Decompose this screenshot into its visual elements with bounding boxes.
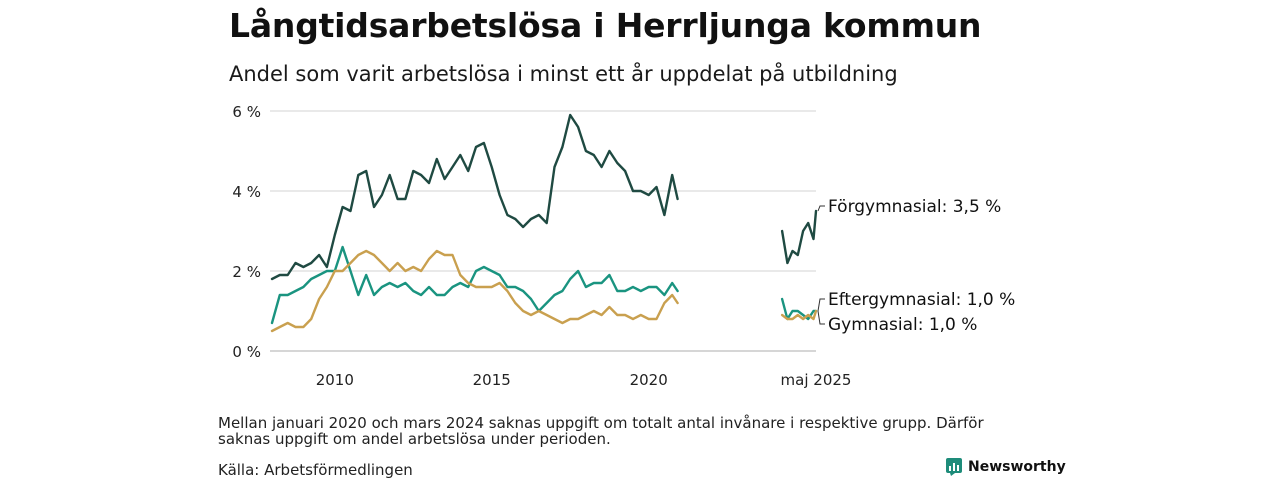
page-subtitle: Andel som varit arbetslösa i minst ett å… [229,62,898,86]
series-label-f-rgymnasial: Förgymnasial: 3,5 % [828,197,1001,217]
series-lines [270,113,818,333]
series-line-eftergymnasial [270,245,679,325]
brand-name: Newsworthy [968,459,1066,475]
series-line-f-rgymnasial [270,113,679,281]
label-leader-line [817,205,825,212]
label-leader-line [817,298,825,312]
series-line-f-rgymnasial [780,209,818,265]
label-leader-line [817,310,825,325]
grid-lines [270,110,816,352]
source-credit: Källa: Arbetsförmedlingen [218,461,413,479]
y-tick-label: 4 % [232,183,261,201]
footnote: Mellan januari 2020 och mars 2024 saknas… [218,414,984,448]
series-labels: Förgymnasial: 3,5 % Eftergymnasial: 1,0 %… [817,197,1015,335]
x-axis: 2010 2015 2020 maj 2025 [316,371,852,389]
series-label-eftergymnasial: Eftergymnasial: 1,0 % [828,290,1015,310]
y-tick-label: 0 % [232,343,261,361]
y-tick-label: 2 % [232,263,261,281]
x-tick-label: 2010 [316,371,354,389]
x-tick-label: 2020 [630,371,668,389]
page-title: Långtidsarbetslösa i Herrljunga kommun [229,6,982,45]
brand-logo[interactable]: Newsworthy [946,458,1066,476]
x-tick-label: maj 2025 [781,371,852,389]
y-tick-label: 6 % [232,103,261,121]
series-line-gymnasial [270,249,679,333]
newsworthy-logo-icon [946,458,962,476]
series-line-eftergymnasial [780,297,818,321]
line-chart: 0 % 2 % 4 % 6 % 2010 2015 2020 maj 2025 Förgym… [232,103,1015,389]
x-tick-label: 2015 [473,371,511,389]
series-label-gymnasial: Gymnasial: 1,0 % [828,315,977,335]
series-line-gymnasial [780,309,818,321]
y-axis: 0 % 2 % 4 % 6 % [232,103,261,361]
